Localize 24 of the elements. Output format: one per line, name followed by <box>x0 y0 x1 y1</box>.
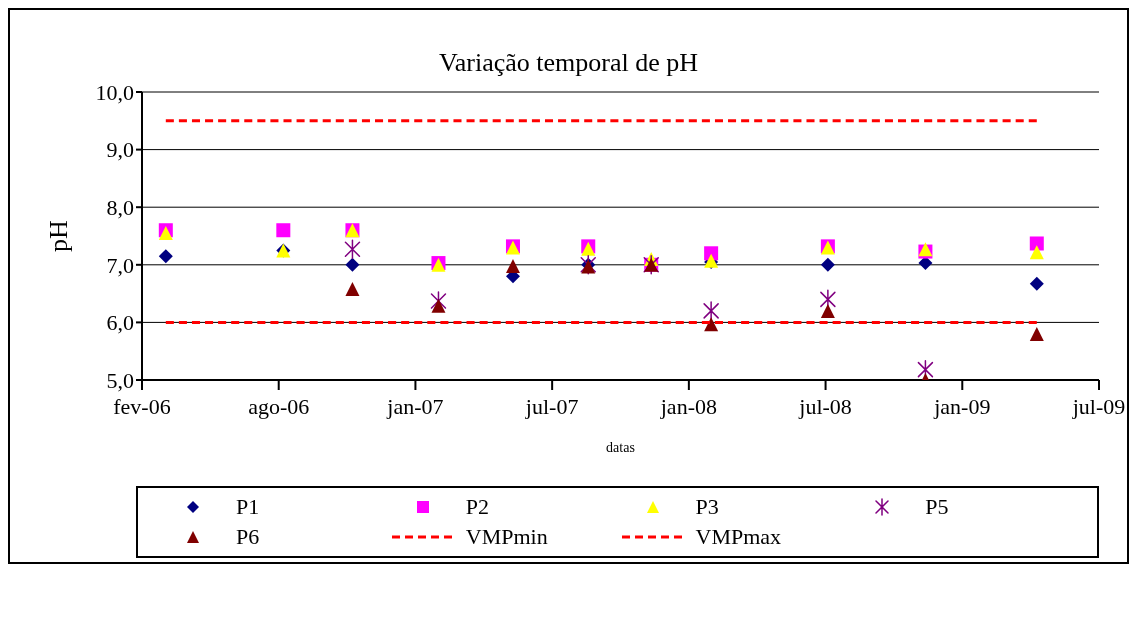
legend-label: VMPmax <box>695 524 782 550</box>
x-tick-label: jan-09 <box>933 393 991 419</box>
legend-label: VMPmin <box>465 524 548 550</box>
x-tick-label: jan-08 <box>659 393 717 419</box>
y-tick-label: 7,0 <box>106 252 134 278</box>
x-tick-label: ago-06 <box>248 393 310 419</box>
y-tick-label: 6,0 <box>106 310 134 336</box>
y-axis-title: pH <box>44 219 74 252</box>
legend-label: P2 <box>465 494 489 520</box>
x-tick-label: fev-06 <box>113 393 171 419</box>
x-tick-label: jul-07 <box>524 393 579 419</box>
legend-label: P1 <box>236 494 260 520</box>
x-axis-title: datas <box>606 440 635 455</box>
y-tick-label: 10,0 <box>95 79 134 105</box>
y-tick-label: 5,0 <box>106 367 134 393</box>
chart-title: Variação temporal de pH <box>437 48 700 78</box>
legend-label: P6 <box>236 524 260 550</box>
x-tick-label: jan-07 <box>386 393 444 419</box>
y-tick-label: 8,0 <box>106 195 134 221</box>
y-tick-label: 9,0 <box>106 137 134 163</box>
legend-label: P3 <box>695 494 719 520</box>
x-tick-label: jul-09 <box>1071 393 1126 419</box>
legend-label: P5 <box>925 494 949 520</box>
x-tick-label: jul-08 <box>798 393 852 419</box>
